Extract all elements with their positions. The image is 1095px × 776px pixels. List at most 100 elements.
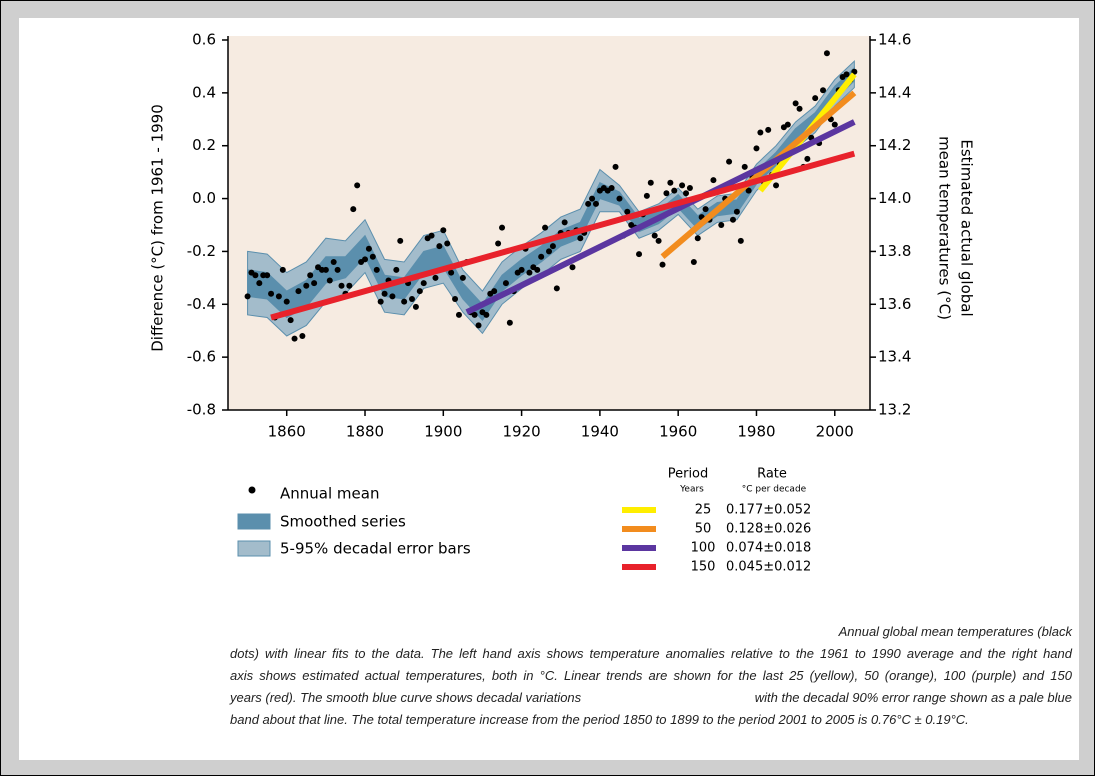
data-point <box>483 311 490 318</box>
legend-header: Rate <box>757 467 787 482</box>
x-tick-label: 1860 <box>268 423 306 441</box>
data-point <box>252 272 259 279</box>
data-point <box>264 272 271 279</box>
data-point <box>291 335 298 342</box>
data-point <box>471 311 478 318</box>
data-point <box>812 95 819 102</box>
legend-label: Smoothed series <box>280 513 406 531</box>
data-point <box>475 322 482 329</box>
data-point <box>491 288 498 295</box>
data-point <box>659 261 666 268</box>
data-point <box>831 121 838 128</box>
data-point <box>275 293 282 300</box>
data-point <box>784 121 791 128</box>
data-point <box>428 232 435 239</box>
data-point <box>440 227 447 234</box>
data-point <box>553 285 560 292</box>
data-point <box>745 187 752 194</box>
data-point <box>843 71 850 78</box>
data-point <box>459 274 466 281</box>
legend-label: 100 <box>691 541 716 556</box>
data-point <box>804 155 811 162</box>
x-tick-label: 1940 <box>581 423 619 441</box>
y-tick-label: -0.6 <box>187 348 216 366</box>
data-point <box>377 298 384 305</box>
data-point <box>683 190 690 197</box>
legend-label: Annual mean <box>280 485 379 503</box>
legend-rate: 0.177±0.052 <box>726 503 811 518</box>
legend-label: 50 <box>695 522 712 537</box>
data-point <box>542 224 549 231</box>
y2-tick-label: 14.4 <box>878 83 911 101</box>
data-point <box>792 100 799 107</box>
data-point <box>432 274 439 281</box>
data-point <box>686 185 693 191</box>
legend-swatch <box>237 513 271 530</box>
y2-tick-label: 13.4 <box>878 348 911 366</box>
data-point <box>765 126 772 133</box>
data-point <box>338 282 345 289</box>
legend-marker <box>248 486 256 494</box>
y-tick-label: -0.4 <box>187 295 216 313</box>
data-point <box>346 282 353 289</box>
data-point <box>546 248 552 255</box>
data-point <box>726 158 733 165</box>
data-point <box>244 293 251 300</box>
y2-axis-label: mean temperatures (°C) <box>936 136 954 320</box>
data-point <box>436 243 443 250</box>
y-tick-label: -0.8 <box>187 401 216 419</box>
x-tick-label: 1900 <box>424 423 462 441</box>
data-point <box>577 235 584 242</box>
data-point <box>502 280 509 287</box>
legend-header: °C per decade <box>742 485 807 495</box>
data-point <box>718 222 725 228</box>
data-point <box>655 237 662 244</box>
data-point <box>295 288 302 295</box>
data-point <box>538 253 545 260</box>
x-tick-label: 1880 <box>346 423 384 441</box>
data-point <box>561 219 568 226</box>
data-point <box>506 319 513 326</box>
legend-rate: 0.045±0.012 <box>726 560 811 575</box>
data-point <box>694 235 701 242</box>
data-point <box>354 182 361 189</box>
y-tick-label: 0.6 <box>192 31 216 49</box>
legend-rate: 0.074±0.018 <box>726 541 811 556</box>
data-point <box>393 266 400 273</box>
x-tick-label: 1980 <box>737 423 775 441</box>
data-point <box>569 264 576 271</box>
data-point <box>455 311 462 318</box>
data-point <box>612 163 619 170</box>
y2-axis-label: Estimated actual global <box>958 139 976 316</box>
data-point <box>534 266 541 273</box>
band <box>247 59 855 337</box>
data-point <box>636 251 643 258</box>
y-tick-label: 0.2 <box>192 136 216 154</box>
data-point <box>444 240 451 247</box>
data-point <box>307 272 314 279</box>
data-point <box>773 182 780 189</box>
data-point <box>823 50 830 57</box>
data-point <box>710 177 717 184</box>
data-point <box>397 237 404 244</box>
legend-rate: 0.128±0.026 <box>726 522 811 537</box>
data-point <box>334 266 341 273</box>
data-point <box>299 333 306 339</box>
data-point <box>330 259 337 265</box>
y2-tick-label: 13.8 <box>878 242 911 260</box>
data-point <box>389 293 396 300</box>
data-point <box>702 206 709 213</box>
data-point <box>671 187 678 194</box>
caption-line: Annual global mean temperatures (black <box>838 624 1072 639</box>
data-point <box>381 290 388 297</box>
data-point <box>679 182 686 189</box>
data-point <box>256 280 263 287</box>
data-point <box>495 240 502 247</box>
legend-header: Period <box>668 467 709 482</box>
data-point <box>753 145 760 152</box>
data-point <box>279 266 286 273</box>
data-point <box>737 237 744 244</box>
data-point <box>499 224 506 231</box>
data-point <box>362 256 369 263</box>
y2-tick-label: 13.6 <box>878 295 911 313</box>
